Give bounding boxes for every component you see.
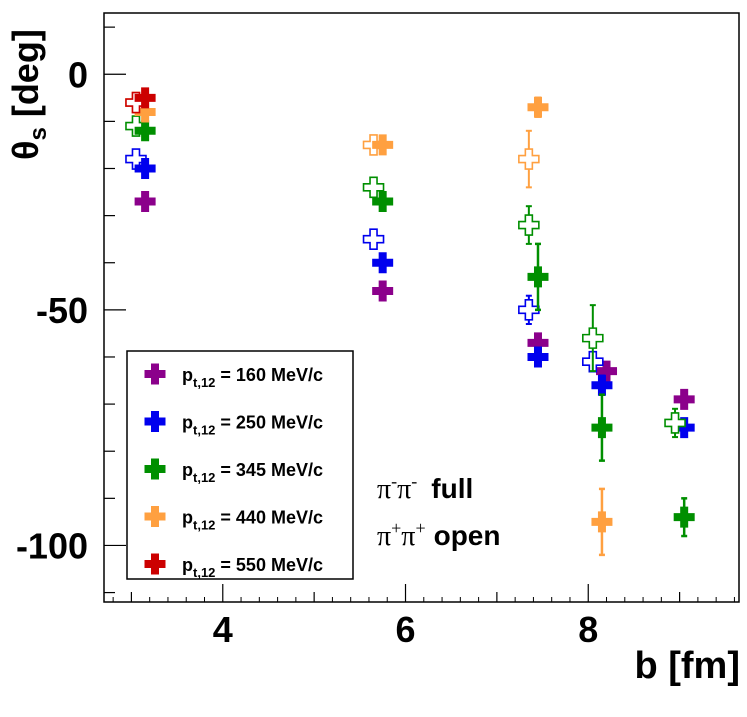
y-axis-symbol: θ xyxy=(5,141,46,160)
full-marker xyxy=(591,374,613,396)
legend-marker xyxy=(144,363,166,385)
x-axis-title: b [fm] xyxy=(634,645,740,687)
legend-box xyxy=(126,350,354,580)
legend-label: pt,12 = 550 MeV/c xyxy=(182,555,323,580)
open-marker xyxy=(362,176,385,199)
annotation-open-pi1: π xyxy=(377,521,391,552)
data-points xyxy=(125,87,695,557)
full-marker xyxy=(527,96,549,118)
full-marker xyxy=(527,266,549,288)
legend-label: pt,12 = 345 MeV/c xyxy=(182,460,323,485)
annotation-open-sign1: + xyxy=(391,518,401,538)
full-marker xyxy=(372,280,394,302)
full-marker xyxy=(134,190,156,212)
full-marker xyxy=(134,120,156,142)
annotation-full-pi1: π xyxy=(377,474,391,505)
open-marker xyxy=(125,115,147,137)
annotation-full-sign2: - xyxy=(411,471,417,491)
svg-text:θs[deg]: θs [deg] xyxy=(5,29,52,160)
open-marker xyxy=(362,228,385,250)
open-marker xyxy=(582,327,604,349)
y-tick-label: 0 xyxy=(68,54,88,95)
y-axis-unit: [deg] xyxy=(5,29,46,117)
full-marker xyxy=(372,134,394,156)
plot-frame xyxy=(103,12,740,603)
y-axis-title: θs [deg] xyxy=(5,29,52,160)
svg-text:π-π-full: π-π-full xyxy=(377,471,473,505)
legend-label: pt,12 = 440 MeV/c xyxy=(182,508,323,533)
legend: pt,12 = 160 MeV/c pt,12 = 250 MeV/c pt,12 … xyxy=(126,350,354,580)
legend-marker xyxy=(144,553,166,575)
full-marker xyxy=(134,87,156,109)
legend-label: pt,12 = 160 MeV/c xyxy=(182,365,323,390)
open-marker xyxy=(664,412,686,434)
full-marker xyxy=(527,346,549,368)
legend-label: pt,12 = 250 MeV/c xyxy=(182,413,323,438)
full-marker xyxy=(673,388,695,410)
open-marker xyxy=(518,214,540,236)
annotation-full-word: full xyxy=(431,473,473,504)
annotation-open: π+π+ open xyxy=(377,518,500,552)
axes-frame xyxy=(103,12,740,603)
full-marker xyxy=(591,417,613,439)
open-marker xyxy=(518,148,540,170)
y-tick-label: -50 xyxy=(36,290,88,331)
axis-ticks: 4 6 8 0 -50 -100 xyxy=(16,26,735,650)
legend-marker xyxy=(144,458,166,480)
svg-text:π+π+open: π+π+ open xyxy=(377,518,500,552)
annotation-open-pi2: π xyxy=(401,521,415,552)
full-marker xyxy=(372,252,394,274)
full-marker xyxy=(134,157,156,179)
annotation-open-word: open xyxy=(434,520,501,551)
annotation-full: π-π-full xyxy=(377,471,473,505)
legend-marker xyxy=(144,506,166,527)
full-marker xyxy=(673,506,695,528)
full-marker xyxy=(591,511,613,533)
x-tick-label: 4 xyxy=(213,609,233,650)
y-axis-subscript: s xyxy=(25,127,52,140)
x-tick-label: 8 xyxy=(578,609,598,650)
annotation-open-sign2: + xyxy=(415,518,425,538)
y-tick-label: -100 xyxy=(16,525,88,566)
annotation-full-sign1: - xyxy=(391,471,397,491)
annotation-full-pi2: π xyxy=(397,474,411,505)
full-marker xyxy=(372,190,394,212)
legend-marker xyxy=(144,411,166,432)
x-tick-label: 6 xyxy=(395,609,415,650)
open-marker xyxy=(518,299,540,321)
